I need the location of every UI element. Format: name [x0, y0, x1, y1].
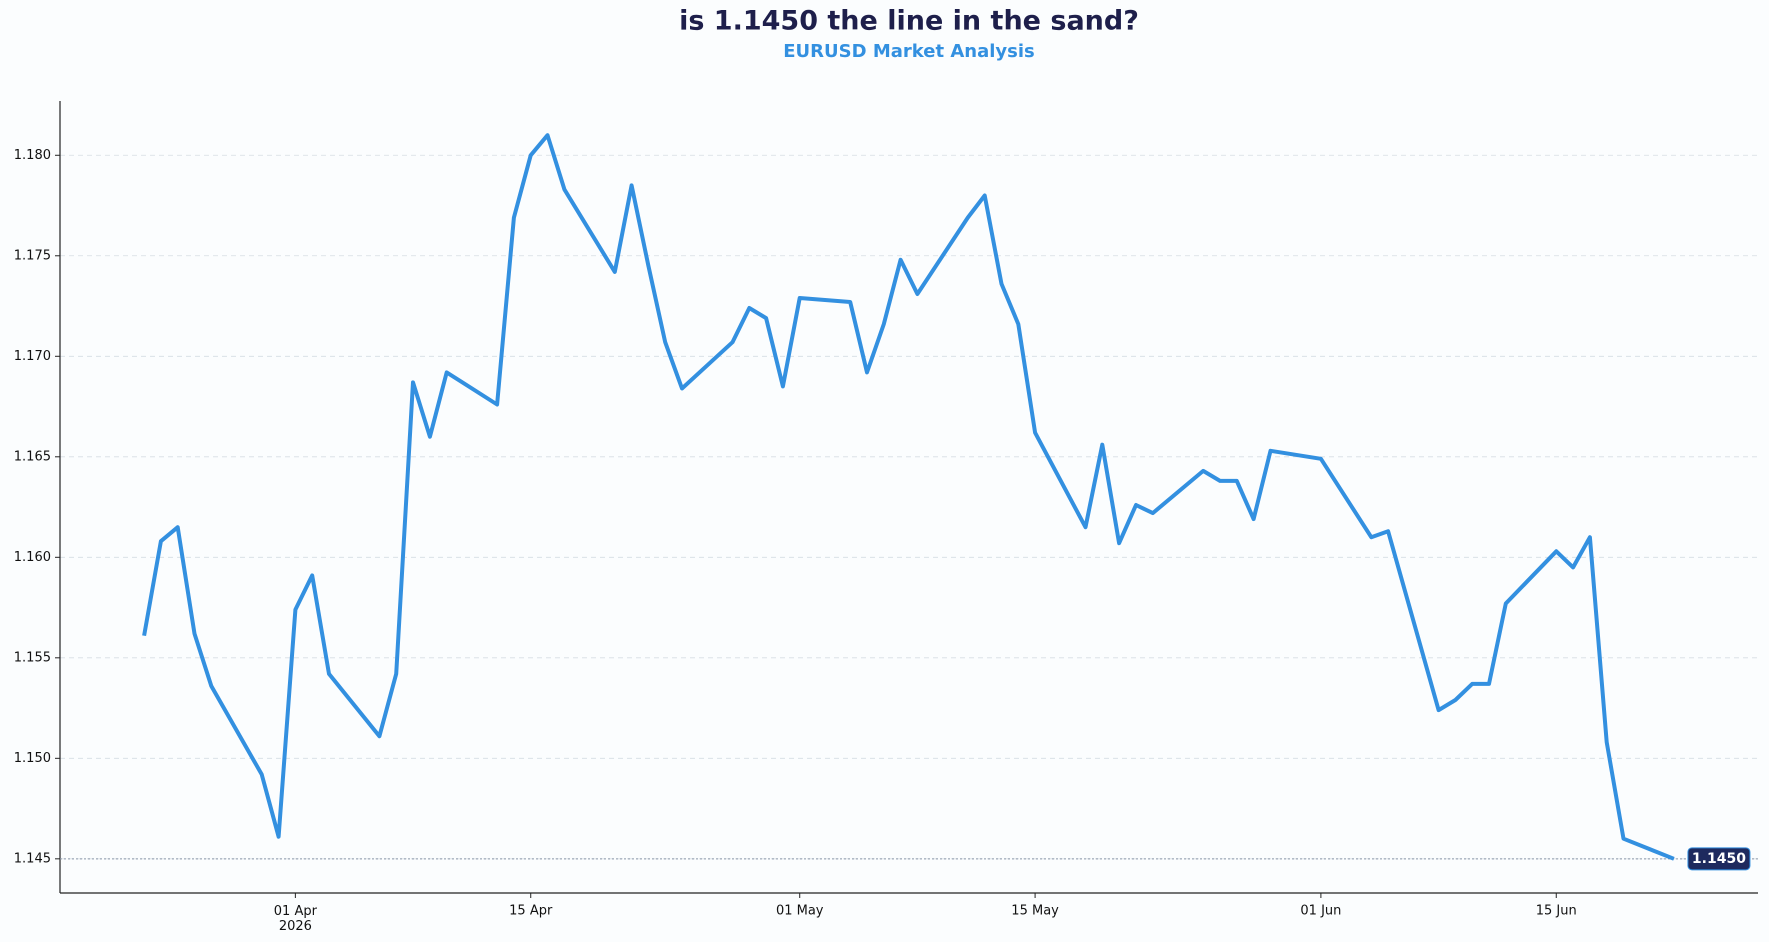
- line-series: [142, 133, 1675, 861]
- y-tick-label: 1.165: [14, 449, 51, 464]
- y-tick-label: 1.170: [14, 349, 51, 364]
- y-tick-label: 1.180: [14, 148, 51, 163]
- y-tick-label: 1.175: [14, 248, 51, 263]
- y-tick-label: 1.155: [14, 650, 51, 665]
- y-tick-label: 1.145: [14, 851, 51, 866]
- x-tick-label: 01 Jun: [1300, 904, 1341, 919]
- x-tick-label: 15 May: [1011, 904, 1059, 919]
- value-badge-label: 1.1450: [1692, 851, 1746, 867]
- x-tick-label: 01 May: [776, 904, 824, 919]
- value-badge: [1687, 847, 1751, 871]
- y-tick-label: 1.160: [14, 550, 51, 565]
- x-tick-label: 01 Apr 2026: [274, 904, 318, 934]
- y-tick-label: 1.150: [14, 751, 51, 766]
- x-tick-label: 15 Apr: [509, 904, 553, 919]
- chart-title: is 1.1450 the line in the sand?: [679, 6, 1139, 37]
- x-tick-label: 15 Jun: [1536, 904, 1577, 919]
- chart-subtitle: EURUSD Market Analysis: [783, 41, 1034, 62]
